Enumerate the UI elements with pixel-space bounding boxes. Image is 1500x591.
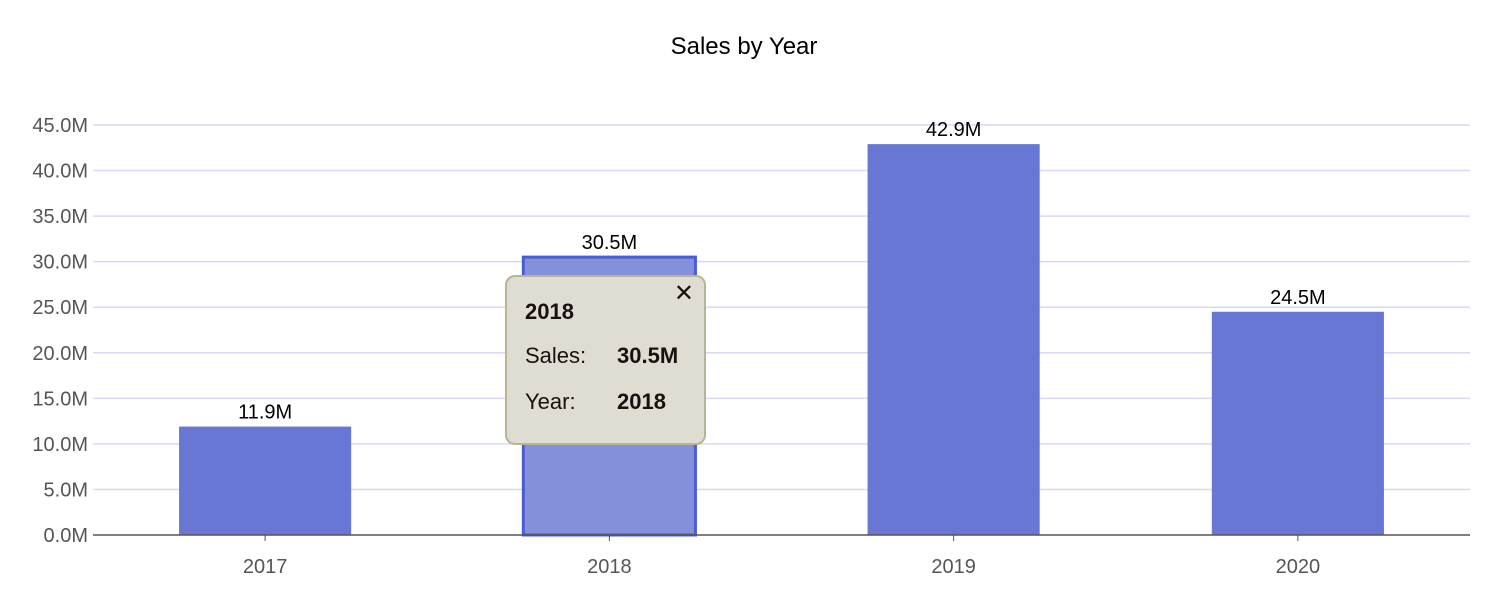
chart-title: Sales by Year xyxy=(671,33,818,60)
tooltip-value: 30.5M xyxy=(617,343,679,368)
tooltip-row-year: Year: 2018 xyxy=(525,389,666,415)
y-tick-label: 40.0M xyxy=(32,161,88,183)
x-tick-label: 2019 xyxy=(931,556,976,578)
y-tick-label: 30.0M xyxy=(32,252,88,274)
data-label: 11.9M xyxy=(238,402,292,424)
tooltip: ✕ 2018 Sales: 30.5M Year: 2018 xyxy=(505,275,706,445)
bar-2017[interactable] xyxy=(179,426,352,535)
data-label: 24.5M xyxy=(1270,287,1326,309)
y-tick-label: 10.0M xyxy=(32,434,88,456)
y-tick-label: 0.0M xyxy=(44,525,88,547)
tooltip-label: Sales: xyxy=(525,343,587,368)
data-label: 30.5M xyxy=(582,232,638,254)
bar-2019[interactable] xyxy=(867,144,1040,535)
tooltip-title: 2018 xyxy=(525,299,574,324)
y-tick-label: 35.0M xyxy=(32,206,88,228)
y-tick-label: 25.0M xyxy=(32,297,88,319)
y-tick-label: 20.0M xyxy=(32,343,88,365)
x-tick-label: 2017 xyxy=(243,556,288,578)
data-label: 42.9M xyxy=(926,119,982,141)
tooltip-label: Year: xyxy=(525,389,576,414)
y-tick-label: 5.0M xyxy=(44,479,88,501)
tooltip-row-sales: Sales: 30.5M xyxy=(525,343,678,369)
bar-2020[interactable] xyxy=(1211,311,1384,535)
x-tick-label: 2020 xyxy=(1276,556,1321,578)
y-tick-label: 45.0M xyxy=(32,115,88,137)
x-tick-label: 2018 xyxy=(587,556,632,578)
close-icon[interactable]: ✕ xyxy=(673,280,694,307)
tooltip-value: 2018 xyxy=(617,389,666,414)
y-tick-label: 15.0M xyxy=(32,388,88,410)
